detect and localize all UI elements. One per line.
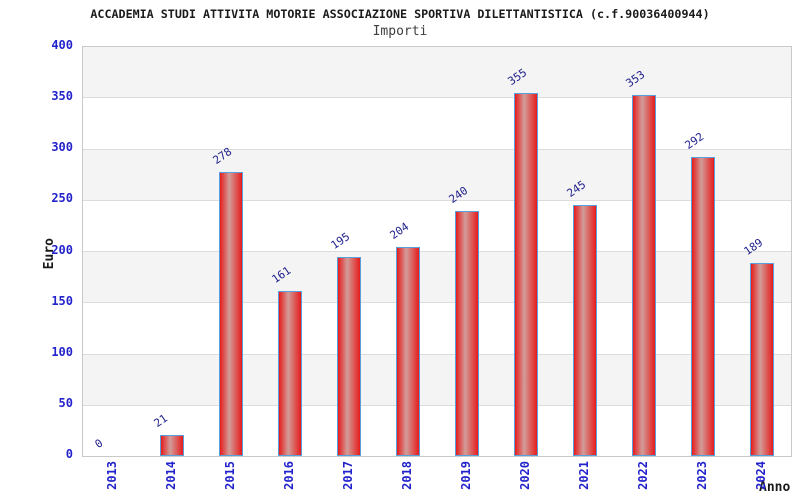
bar-2024 (749, 263, 774, 456)
bars-layer: 0 21 278 161 195 204 240 355 245 353 292 189 (83, 47, 791, 456)
x-tick-label-2020: 2020 (517, 461, 532, 490)
grid-band (83, 98, 791, 150)
x-axis: 2013 2014 2015 2016 2017 2018 2019 2020 2021 2022… (83, 458, 791, 498)
chart-title: ACCADEMIA STUDI ATTIVITA MOTORIE ASSOCIA… (90, 7, 710, 21)
bar-2017 (336, 257, 361, 456)
value-label-2018: 204 (387, 219, 411, 242)
x-axis-title: Anno (759, 480, 791, 495)
value-label-2023: 292 (682, 129, 706, 152)
x-tick-label-2015: 2015 (222, 461, 237, 490)
value-label-2024: 189 (741, 235, 765, 258)
grid-band (83, 47, 791, 99)
bar-2015 (218, 172, 243, 456)
bar-2018 (395, 247, 420, 456)
x-tick-label-2018: 2018 (399, 461, 414, 490)
x-tick-label-2023: 2023 (694, 461, 709, 490)
y-tick-label: 200 (51, 242, 73, 257)
grid-band (83, 303, 791, 355)
bar-2019 (454, 211, 479, 456)
bar-2023 (690, 157, 715, 456)
bar-2020 (513, 93, 538, 456)
y-tick-label: 0 (65, 447, 73, 461)
grid-band (83, 405, 791, 456)
x-tick-label-2013: 2013 (104, 461, 119, 490)
y-tick-label: 50 (58, 395, 73, 410)
bar-2016 (277, 291, 302, 456)
x-tick-label-2022: 2022 (635, 461, 650, 490)
value-label-2016: 161 (269, 263, 293, 286)
x-tick-label-2024: 2024 (753, 461, 768, 490)
value-label-2015: 278 (210, 144, 234, 167)
y-tick-label: 300 (51, 140, 73, 155)
x-tick-label-2016: 2016 (281, 461, 296, 490)
plot-area (82, 46, 792, 457)
value-label-2017: 195 (328, 229, 352, 252)
bar-2014 (159, 435, 184, 456)
grid-band (83, 149, 791, 201)
value-label-2021: 245 (564, 177, 588, 200)
grid-band (83, 252, 791, 304)
value-label-2020: 355 (505, 65, 529, 88)
value-label-2019: 240 (446, 183, 470, 206)
x-tick-label-2014: 2014 (163, 461, 178, 490)
bar-2022 (631, 95, 656, 456)
bar-2021 (572, 205, 597, 456)
grid-band (83, 200, 791, 252)
y-tick-label: 400 (51, 38, 73, 52)
x-tick-label-2017: 2017 (340, 461, 355, 490)
y-tick-label: 100 (51, 344, 73, 359)
grid-band (83, 354, 791, 406)
value-label-2022: 353 (623, 67, 647, 90)
y-tick-label: 250 (51, 191, 73, 206)
value-label-2014: 21 (151, 411, 170, 430)
y-tick-label: 350 (51, 89, 73, 104)
x-tick-label-2019: 2019 (458, 461, 473, 490)
chart-subtitle: Importi (372, 24, 428, 39)
x-tick-label-2021: 2021 (576, 461, 591, 490)
y-tick-label: 150 (51, 293, 73, 308)
value-label-2013: 0 (92, 436, 105, 451)
